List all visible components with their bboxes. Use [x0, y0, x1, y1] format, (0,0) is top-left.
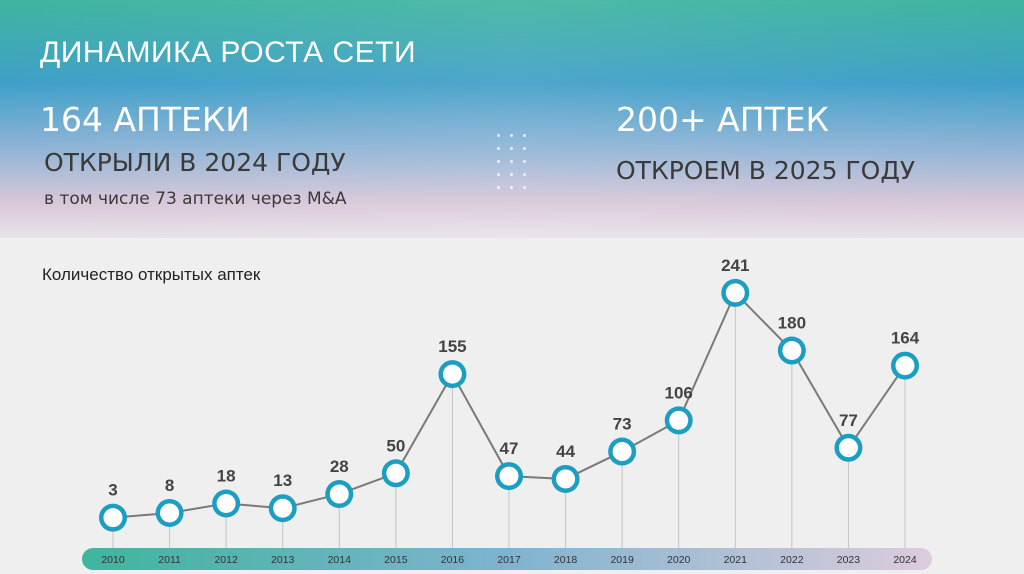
chart-title: Количество открытых аптек	[42, 265, 261, 284]
stat-plan-count: 200+ АПТЕК	[616, 100, 829, 139]
marker-center	[103, 508, 123, 528]
marker-center	[895, 356, 915, 376]
marker-center	[556, 469, 576, 489]
decor-dot	[523, 186, 526, 189]
decor-dot	[497, 147, 500, 150]
data-point-2023	[834, 433, 863, 462]
decor-dot	[510, 160, 513, 163]
data-label: 73	[613, 415, 632, 434]
data-label: 106	[665, 383, 693, 402]
x-tick-label: 2020	[667, 554, 691, 566]
stat-plan-caption: ОТКРОЕМ В 2025 ГОДУ	[616, 156, 916, 185]
data-label: 155	[438, 337, 466, 356]
data-label: 28	[330, 457, 349, 476]
data-point-2012	[212, 489, 241, 518]
x-tick-label: 2016	[441, 554, 465, 566]
marker-center	[442, 364, 462, 384]
marker-center	[612, 442, 632, 462]
marker-center	[216, 494, 236, 514]
decor-dot	[523, 134, 526, 137]
stat-opened-note: в том числе 73 аптеки через M&A	[44, 189, 347, 209]
data-point-2018	[551, 464, 580, 493]
data-point-2024	[891, 351, 919, 380]
x-tick-label: 2019	[610, 554, 634, 566]
x-axis-band	[82, 548, 932, 570]
stat-opened-caption: ОТКРЫЛИ В 2024 ГОДУ	[44, 148, 346, 177]
x-tick-label: 2010	[101, 554, 125, 566]
data-point-2021	[721, 278, 750, 307]
marker-center	[838, 438, 858, 458]
decor-dot	[510, 147, 513, 150]
dots-decoration	[497, 134, 531, 190]
data-point-2015	[381, 459, 410, 488]
x-tick-label: 2011	[158, 554, 181, 566]
data-label: 18	[217, 467, 236, 486]
marker-center	[499, 466, 519, 486]
data-label: 13	[273, 471, 292, 490]
marker-center	[782, 341, 802, 361]
x-tick-label: 2024	[893, 554, 917, 566]
header-banner	[0, 0, 1024, 238]
data-point-2019	[608, 437, 637, 466]
page-title: ДИНАМИКА РОСТА СЕТИ	[40, 36, 417, 69]
decor-dot	[497, 173, 500, 176]
data-point-2013	[268, 494, 297, 523]
x-tick-label: 2015	[384, 554, 408, 566]
marker-center	[725, 283, 745, 303]
decor-dot	[497, 134, 500, 137]
data-label: 180	[778, 314, 806, 333]
x-tick-label: 2022	[780, 554, 804, 566]
x-tick-label: 2013	[271, 554, 295, 566]
data-point-2010	[99, 503, 127, 532]
marker-center	[329, 484, 349, 504]
decor-dot	[510, 134, 513, 137]
data-label: 77	[839, 411, 858, 430]
data-label: 8	[165, 476, 174, 495]
decor-dot	[497, 186, 500, 189]
x-tick-label: 2014	[328, 554, 352, 566]
marker-center	[160, 503, 180, 523]
data-label: 3	[108, 481, 117, 500]
x-tick-label: 2023	[837, 554, 861, 566]
x-tick-label: 2021	[724, 554, 748, 566]
x-tick-label: 2017	[497, 554, 521, 566]
decor-dot	[523, 147, 526, 150]
data-label: 44	[556, 442, 575, 461]
data-point-2011	[155, 498, 184, 527]
data-label: 164	[891, 329, 920, 348]
marker-center	[669, 410, 689, 430]
data-label: 50	[386, 436, 405, 455]
decor-dot	[510, 186, 513, 189]
data-point-2016	[438, 360, 467, 389]
data-point-2014	[325, 480, 354, 509]
data-label: 47	[500, 439, 519, 458]
decor-dot	[523, 173, 526, 176]
stat-opened-count: 164 АПТЕКИ	[40, 100, 250, 139]
decor-dot	[523, 160, 526, 163]
x-tick-label: 2018	[554, 554, 578, 566]
data-point-2022	[777, 336, 806, 365]
data-point-2020	[664, 406, 693, 435]
decor-dot	[497, 160, 500, 163]
marker-center	[273, 498, 293, 518]
x-tick-label: 2012	[214, 554, 238, 566]
marker-center	[386, 463, 406, 483]
data-point-2017	[495, 462, 523, 491]
decor-dot	[510, 173, 513, 176]
data-label: 241	[721, 256, 749, 275]
